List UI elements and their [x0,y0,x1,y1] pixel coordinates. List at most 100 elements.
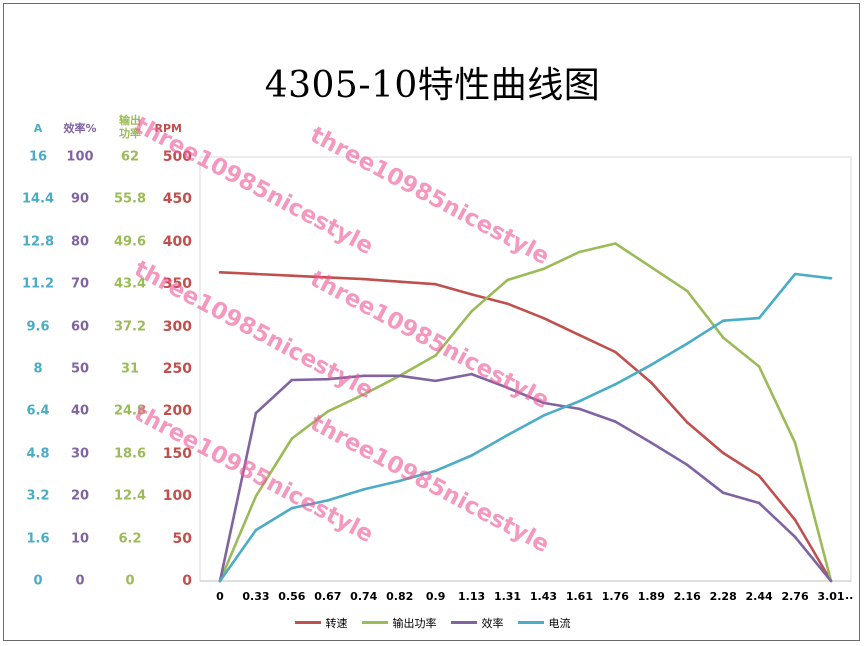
x-tick-label-15: 2.44 [745,590,773,603]
axis-tick-output_power-8: 49.6 [113,234,147,250]
axis-tick-current-9: 14.4 [21,191,55,207]
axis-tick-output_power-6: 37.2 [113,319,147,335]
axis-tick-speed-6: 300 [162,318,192,335]
axis-tick-output_power-7: 43.4 [113,276,147,292]
axis-tick-efficiency-6: 60 [70,319,90,335]
x-tick-label-10: 1.61 [565,590,593,603]
legend-swatch [517,621,544,624]
series-0-point-10 [578,333,581,337]
series-2-point-15 [757,501,761,505]
series-2-point-14 [721,491,725,495]
axis-tick-speed-9: 450 [162,191,192,208]
axis-header-line-1: 输出 [119,114,141,127]
series-3-point-6 [434,469,437,473]
axis-tick-efficiency-9: 90 [70,191,90,207]
series-1-point-11 [614,242,617,245]
x-tick-label-16: 2.76 [781,590,809,603]
series-3-point-7 [470,454,473,457]
legend-label: 输出功率 [392,616,437,630]
legend-label: 转速 [325,616,348,630]
series-1-point-3 [326,410,330,413]
axis-tick-speed-8: 400 [162,233,192,250]
axis-header-efficiency: 效率% [63,122,97,135]
axis-tick-current-2: 3.2 [26,488,50,504]
series-0-point-1 [254,272,258,276]
legend-item-1: 输出功率 [361,615,437,631]
series-3-point-12 [649,363,653,367]
series-0-point-13 [685,421,689,424]
axis-header-output_power: 输出 功率 [106,114,154,140]
series-0-point-2 [290,274,294,278]
series-0-point-6 [434,282,437,286]
series-0-point-9 [542,316,545,320]
series-0-point-12 [649,381,653,384]
series-0-point-14 [721,451,725,455]
axis-tick-speed-0: 0 [182,573,192,589]
series-0-point-0 [218,271,222,274]
x-axis-overflow-marker: .. [845,589,854,602]
axis-tick-output_power-4: 24.8 [113,403,147,419]
series-2-point-1 [254,411,258,415]
legend-swatch [294,621,321,624]
series-1-point-8 [506,278,509,282]
axis-header-speed: RPM [154,122,182,135]
series-2-point-11 [614,420,617,423]
axis-tick-output_power-10: 62 [120,149,140,165]
axis-tick-current-4: 6.4 [26,403,50,419]
series-line-2 [218,372,833,582]
series-1-point-10 [578,250,581,254]
axis-tick-output_power-1: 6.2 [118,531,142,547]
axis-tick-output_power-2: 12.4 [113,488,147,504]
series-2-point-4 [362,374,366,378]
x-tick-label-0: 0 [216,590,224,603]
legend-item-0: 转速 [294,615,348,631]
x-tick-label-3: 0.67 [314,590,342,603]
axis-tick-speed-3: 150 [162,445,192,462]
axis-tick-current-10: 16 [28,149,48,165]
x-tick-label-6: 0.9 [425,590,446,603]
series-0-point-4 [362,277,366,281]
series-3-point-0 [218,579,222,583]
axis-tick-current-0: 0 [33,573,43,589]
series-3-point-9 [542,414,545,417]
series-1-point-12 [649,265,653,269]
series-0-point-5 [398,280,402,283]
series-3-point-16 [793,272,797,276]
chart-legend: 转速 输出功率 效率 电流 [0,614,865,631]
series-1-point-14 [721,336,725,339]
axis-tick-efficiency-0: 0 [75,573,85,589]
series-2-point-5 [398,374,402,378]
axis-tick-efficiency-3: 30 [70,446,90,462]
series-2-point-2 [290,378,294,382]
series-0-point-16 [793,518,797,522]
axis-tick-output_power-5: 31 [120,361,140,377]
series-3-point-15 [757,316,761,320]
series-3-point-3 [326,499,330,502]
axis-tick-current-7: 11.2 [21,276,55,292]
axis-tick-speed-2: 100 [162,488,192,505]
series-3-point-14 [721,319,725,322]
legend-item-2: 效率 [450,615,504,631]
axis-tick-output_power-0: 0 [125,573,135,589]
axis-tick-output_power-3: 18.6 [113,446,147,462]
x-tick-label-2: 0.56 [278,590,306,603]
x-tick-label-17: 3.01 [817,590,845,603]
axis-tick-efficiency-10: 100 [66,149,94,165]
series-1-point-13 [685,289,689,293]
legend-swatch [450,621,477,624]
legend-label: 效率 [481,616,504,630]
axis-tick-output_power-9: 55.8 [113,191,147,207]
axis-tick-current-3: 4.8 [26,446,50,462]
series-2-point-6 [434,379,437,383]
series-2-point-8 [506,386,509,389]
x-tick-label-14: 2.28 [709,590,737,603]
series-0-point-11 [614,350,617,354]
series-2-point-9 [542,401,545,405]
series-2-point-13 [685,463,689,467]
series-2-point-10 [578,407,581,411]
axis-tick-current-5: 8 [33,361,43,377]
x-tick-label-12: 1.89 [637,590,665,603]
x-tick-label-9: 1.43 [529,590,558,603]
axis-tick-speed-10: 500 [162,149,192,165]
